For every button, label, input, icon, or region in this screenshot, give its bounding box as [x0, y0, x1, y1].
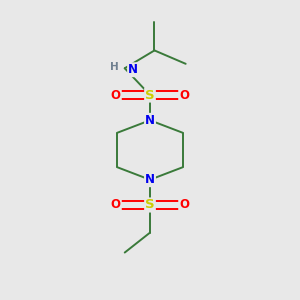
Text: N: N [128, 63, 138, 76]
Text: S: S [145, 199, 155, 212]
Text: N: N [145, 173, 155, 186]
Text: O: O [179, 199, 189, 212]
Text: H: H [110, 62, 119, 72]
Text: N: N [145, 114, 155, 127]
Text: O: O [179, 88, 189, 101]
Text: O: O [111, 199, 121, 212]
Text: S: S [145, 88, 155, 101]
Text: O: O [111, 88, 121, 101]
